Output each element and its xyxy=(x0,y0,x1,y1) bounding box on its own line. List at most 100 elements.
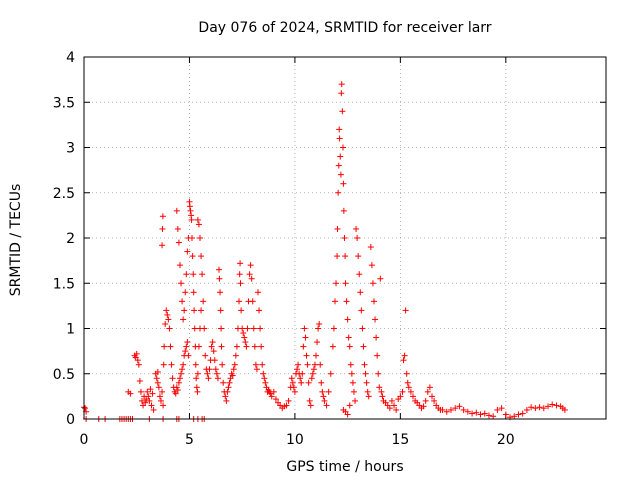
data-point xyxy=(352,397,359,404)
data-point xyxy=(540,405,547,412)
data-point xyxy=(194,370,201,377)
data-point xyxy=(262,379,269,386)
data-point xyxy=(515,411,522,418)
data-point xyxy=(357,289,364,296)
data-point xyxy=(297,375,304,382)
data-point xyxy=(349,379,356,386)
data-point xyxy=(317,361,324,368)
data-point xyxy=(473,409,480,416)
data-point xyxy=(334,253,341,260)
data-point xyxy=(270,388,277,395)
data-point xyxy=(291,388,298,395)
data-point xyxy=(157,397,164,404)
data-point xyxy=(342,280,349,287)
data-point xyxy=(188,235,195,241)
data-point xyxy=(224,388,231,395)
data-point xyxy=(204,370,211,377)
data-point xyxy=(439,406,446,413)
data-point xyxy=(225,384,232,391)
y-tick-label: 1 xyxy=(66,322,75,338)
data-point xyxy=(136,377,143,384)
data-point xyxy=(536,404,543,411)
data-point xyxy=(243,343,250,350)
data-point xyxy=(355,253,362,260)
data-point xyxy=(184,248,191,255)
data-point xyxy=(362,370,369,377)
data-point xyxy=(375,370,382,377)
data-point xyxy=(307,402,314,409)
y-tick-label: 3 xyxy=(66,141,75,157)
data-point xyxy=(403,370,410,377)
data-point xyxy=(358,307,365,314)
data-point xyxy=(169,375,176,382)
data-point xyxy=(256,307,263,314)
data-point xyxy=(184,339,191,346)
data-point xyxy=(340,180,347,187)
data-point xyxy=(163,307,170,314)
data-point xyxy=(154,379,161,386)
data-point xyxy=(164,311,171,318)
data-point xyxy=(422,397,429,404)
data-point xyxy=(193,375,200,382)
data-point xyxy=(200,298,207,305)
data-point xyxy=(191,307,198,314)
x-tick-label: 15 xyxy=(391,432,409,448)
data-point xyxy=(333,280,340,287)
data-point xyxy=(172,390,179,397)
data-point xyxy=(404,379,411,386)
data-point xyxy=(260,370,267,377)
data-point xyxy=(301,325,308,332)
data-point xyxy=(201,325,208,332)
data-point xyxy=(523,406,530,413)
data-point xyxy=(181,307,188,314)
data-point xyxy=(306,397,313,404)
data-point xyxy=(376,384,383,391)
data-point xyxy=(356,271,363,278)
data-point xyxy=(377,275,384,282)
data-point xyxy=(202,352,209,359)
data-point xyxy=(338,90,345,97)
data-point xyxy=(182,348,189,355)
data-point xyxy=(180,361,187,368)
data-point xyxy=(223,397,230,404)
data-point xyxy=(311,361,318,368)
data-point xyxy=(231,361,238,368)
data-point xyxy=(192,361,199,368)
data-point xyxy=(371,298,377,305)
data-point xyxy=(283,402,290,409)
data-point xyxy=(295,361,302,368)
data-point xyxy=(160,402,167,409)
data-point xyxy=(399,388,406,395)
data-point xyxy=(217,307,224,314)
data-point xyxy=(443,408,450,415)
data-point xyxy=(226,379,233,386)
data-point xyxy=(402,307,409,314)
data-point xyxy=(347,361,354,368)
data-point xyxy=(327,370,334,377)
data-point xyxy=(237,260,244,267)
data-point xyxy=(259,361,266,368)
data-point xyxy=(304,361,311,368)
data-point xyxy=(211,357,218,364)
data-point xyxy=(199,271,206,278)
data-point xyxy=(502,411,509,418)
data-point xyxy=(238,307,245,314)
data-point xyxy=(424,388,431,395)
data-point xyxy=(205,375,212,382)
data-point xyxy=(160,361,167,368)
data-point xyxy=(252,361,259,368)
data-point xyxy=(229,372,236,379)
data-point xyxy=(400,357,407,364)
data-point xyxy=(198,253,205,260)
y-tick-label: 3.5 xyxy=(53,95,75,111)
data-point xyxy=(393,406,400,413)
data-point xyxy=(194,216,201,223)
data-point xyxy=(267,390,274,397)
data-point xyxy=(213,370,220,377)
data-point xyxy=(290,384,297,391)
data-point xyxy=(344,411,351,418)
x-tick-label: 5 xyxy=(185,432,194,448)
data-point xyxy=(339,108,346,115)
data-point xyxy=(173,384,180,391)
data-point xyxy=(178,280,185,287)
